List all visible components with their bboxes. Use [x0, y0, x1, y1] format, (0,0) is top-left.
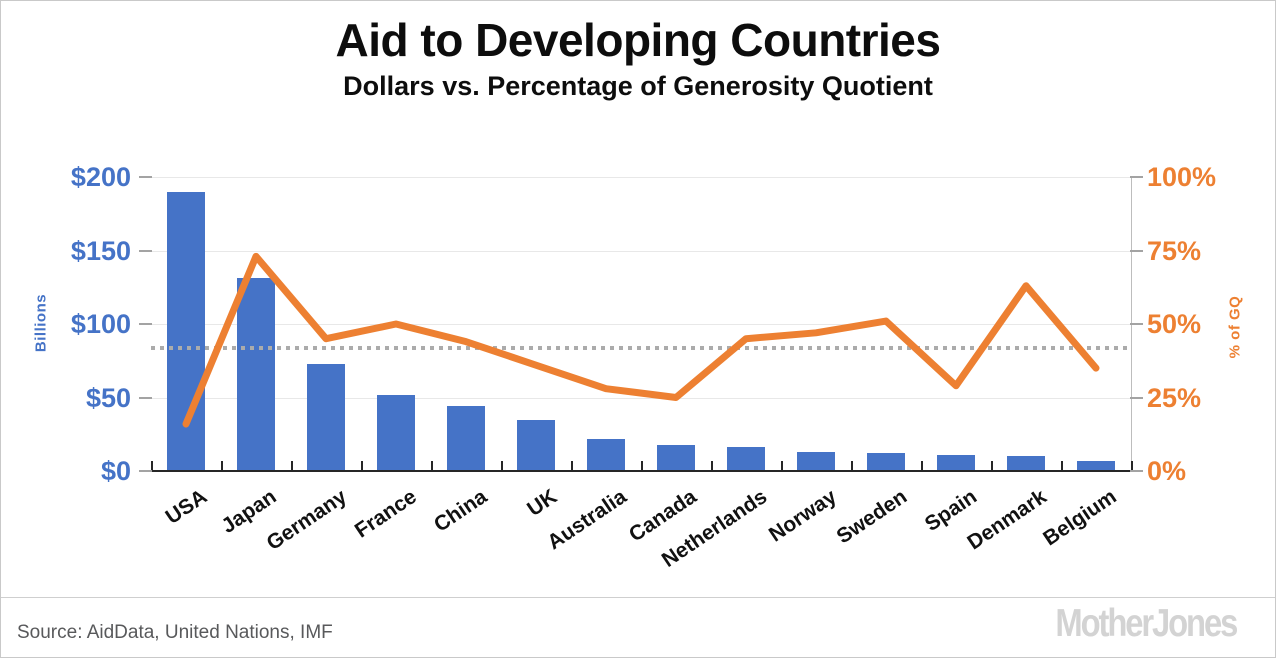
x-label-norway: Norway: [765, 485, 841, 547]
bar-uk: [517, 419, 555, 471]
left-axis-tick: [139, 323, 152, 325]
x-label-sweden: Sweden: [832, 485, 911, 549]
right-axis-tick: [1130, 470, 1143, 472]
x-axis-tick: [361, 461, 363, 471]
gridline: [151, 324, 1131, 325]
right-axis-tick-label: 0%: [1147, 456, 1187, 486]
x-axis-tick: [221, 461, 223, 471]
x-axis-tick: [851, 461, 853, 471]
right-axis-tick-label: 50%: [1147, 309, 1202, 339]
bar-belgium: [1077, 460, 1115, 471]
x-label-australia: Australia: [543, 485, 631, 555]
x-axis-tick: [991, 461, 993, 471]
bar-australia: [587, 438, 625, 471]
gridline: [151, 250, 1131, 252]
right-axis-tick-label: 100%: [1147, 162, 1217, 192]
x-axis-tick: [921, 461, 923, 471]
gridline: [151, 397, 1131, 399]
x-axis-tick: [781, 461, 783, 471]
right-axis-tick: [1130, 176, 1143, 178]
x-label-france: France: [350, 485, 421, 543]
x-label-germany: Germany: [262, 485, 351, 555]
x-axis-tick: [571, 461, 573, 471]
x-axis-tick: [291, 461, 293, 471]
source-text: Source: AidData, United Nations, IMF: [17, 622, 333, 643]
motherjones-logo: MotherJones: [1055, 602, 1238, 645]
x-axis-tick: [151, 461, 153, 471]
right-axis-tick: [1130, 323, 1143, 325]
left-axis-tick: [139, 249, 152, 252]
bar-france: [377, 394, 415, 471]
x-label-belgium: Belgium: [1039, 485, 1121, 551]
x-axis-tick: [641, 461, 643, 471]
left-axis-tick-label: $200: [70, 162, 131, 192]
x-axis-tick: [711, 461, 713, 471]
chart-title: Aid to Developing Countries: [335, 14, 941, 66]
gq-line-svg: [182, 252, 1100, 428]
x-label-china: China: [429, 485, 491, 537]
x-axis-tick: [431, 461, 433, 471]
left-axis-tick: [139, 470, 152, 472]
left-axis-tick-label: $100: [70, 309, 131, 339]
left-axis-tick-label: $0: [100, 456, 131, 486]
right-axis-tick: [1130, 249, 1143, 252]
footer-divider: [1, 597, 1275, 598]
left-axis-tick-label: $50: [85, 382, 131, 413]
x-axis-tick: [1061, 461, 1063, 471]
x-label-uk: UK: [522, 485, 561, 522]
x-axis-tick: [1131, 461, 1133, 471]
bar-china: [447, 406, 485, 471]
left-axis-tick: [139, 176, 152, 178]
bar-denmark: [1007, 456, 1045, 471]
bar-japan: [237, 278, 275, 471]
chart-subtitle: Dollars vs. Percentage of Generosity Quo…: [343, 70, 933, 101]
left-axis-tick: [139, 396, 152, 399]
bar-sweden: [867, 453, 905, 471]
gq-line: [182, 252, 1100, 428]
x-axis-tick: [501, 461, 503, 471]
right-axis-tick: [1130, 396, 1143, 399]
chart-header: Aid to Developing Countries Dollars vs. …: [1, 15, 1275, 101]
bar-spain: [937, 454, 975, 471]
x-label-usa: USA: [161, 485, 211, 529]
x-label-denmark: Denmark: [963, 485, 1051, 555]
bar-netherlands: [727, 447, 765, 471]
reference-dotted-line: [151, 345, 1131, 350]
bar-norway: [797, 451, 835, 471]
right-axis-tick-label: 75%: [1147, 235, 1202, 266]
bar-canada: [657, 444, 695, 471]
left-axis-tick-label: $150: [70, 235, 131, 266]
x-axis-line: [151, 470, 1133, 472]
plot-area: [151, 177, 1133, 472]
gridline: [151, 177, 1131, 178]
right-axis-tick-label: 25%: [1147, 382, 1202, 413]
bar-germany: [307, 363, 345, 471]
